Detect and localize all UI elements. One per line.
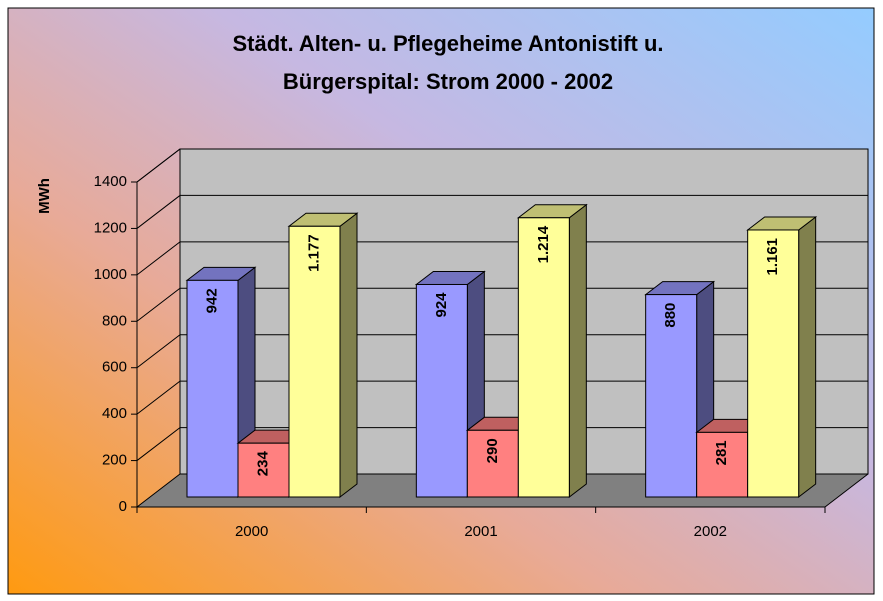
y-tick-label: 0 xyxy=(119,498,127,515)
grid-line xyxy=(136,427,868,461)
bar-front xyxy=(186,279,239,498)
data-label: 880 xyxy=(662,303,679,328)
y-tick-label: 200 xyxy=(102,452,127,469)
y-tick-label: 1400 xyxy=(94,173,127,190)
bar-front xyxy=(747,229,800,498)
grid-line xyxy=(136,473,868,508)
data-label: 1.177 xyxy=(305,234,322,272)
bar-front xyxy=(517,217,570,498)
bar xyxy=(746,215,818,499)
x-tick-label: 2002 xyxy=(694,523,727,540)
grid-line xyxy=(136,148,868,183)
y-tick-label: 800 xyxy=(102,312,127,329)
y-tick-label: 1200 xyxy=(94,219,127,236)
y-axis-title: MWh xyxy=(36,178,53,214)
grid-line xyxy=(136,287,868,322)
bar-side xyxy=(798,215,817,499)
chart-title: Bürgerspital: Strom 2000 - 2002 xyxy=(283,69,613,94)
chart-title: Städt. Alten- u. Pflegeheime Antonistift… xyxy=(232,31,663,56)
y-tick-label: 600 xyxy=(102,359,127,376)
bar xyxy=(185,266,257,499)
bar-front xyxy=(415,283,468,498)
bar-side xyxy=(339,212,358,499)
grid-line xyxy=(136,194,868,229)
bar-side xyxy=(568,203,587,499)
bar-front xyxy=(466,429,519,498)
bar xyxy=(287,212,359,499)
data-label: 1.214 xyxy=(535,225,552,263)
grid-line xyxy=(136,380,868,415)
data-label: 1.161 xyxy=(764,238,781,276)
bar xyxy=(516,203,588,499)
data-label: 281 xyxy=(713,440,730,465)
x-tick-label: 2000 xyxy=(235,523,268,540)
bar-front xyxy=(288,225,341,498)
y-tick-label: 400 xyxy=(102,405,127,422)
data-label: 924 xyxy=(433,292,450,318)
bar-front xyxy=(645,294,698,498)
floor-edge xyxy=(824,473,869,508)
x-tick-label: 2001 xyxy=(464,523,497,540)
grid-line xyxy=(136,241,868,276)
bar-front xyxy=(696,431,749,498)
y-tick-label: 1000 xyxy=(94,266,127,283)
data-label: 290 xyxy=(484,438,501,463)
data-label: 942 xyxy=(203,288,220,313)
bar-front xyxy=(237,442,290,498)
grid-line xyxy=(136,334,868,369)
data-label: 234 xyxy=(254,451,271,477)
